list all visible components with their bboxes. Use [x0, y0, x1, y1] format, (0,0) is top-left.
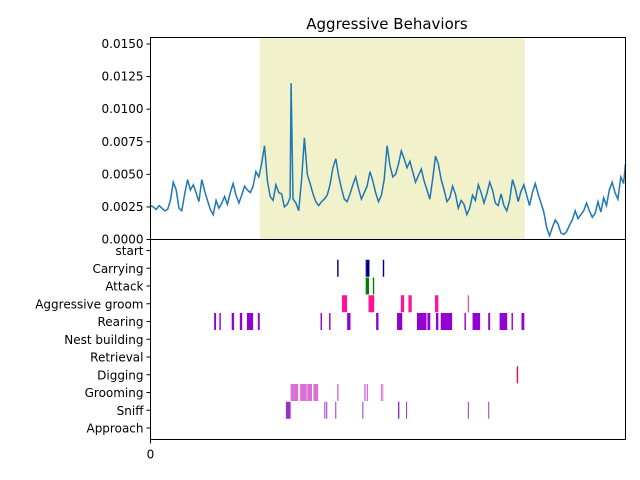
event-bar: [488, 401, 490, 419]
event-bar: [324, 401, 326, 419]
event-marks: [214, 259, 525, 419]
row-label: start: [116, 244, 144, 258]
event-bar: [365, 259, 367, 277]
y-tick-label: 0.0025: [102, 200, 144, 214]
event-bar: [376, 313, 379, 330]
event-bar: [416, 313, 427, 330]
event-bar: [467, 401, 469, 419]
y-tick-label: 0.0050: [102, 167, 144, 181]
y-tick-label: 0.0125: [102, 70, 144, 84]
x-tick-label: 0: [147, 448, 155, 462]
event-bar: [521, 313, 525, 330]
event-bar: [347, 313, 351, 330]
event-bar: [382, 384, 384, 401]
event-bar: [435, 295, 439, 313]
y-axis-ticks: 0.0000 0.0025 0.0050 0.0075 0.0100 0.0125 0.01…: [102, 37, 151, 247]
event-bar: [290, 384, 299, 401]
event-bar: [285, 401, 291, 419]
event-bar: [362, 401, 364, 419]
event-bar: [397, 313, 403, 330]
event-bar: [364, 384, 366, 401]
event-bar: [397, 401, 400, 419]
x-axis-ticks: 0: [147, 439, 155, 462]
event-bar: [368, 295, 375, 313]
event-bar: [400, 295, 405, 313]
y-tick-label: 0.0150: [102, 37, 144, 51]
row-label: Grooming: [85, 386, 144, 400]
row-label: Digging: [97, 368, 143, 382]
row-label: Attack: [105, 280, 143, 294]
event-bar: [326, 401, 328, 419]
event-bar: [307, 384, 312, 401]
event-bar: [499, 313, 508, 330]
event-bar: [372, 277, 375, 295]
event-bar: [408, 295, 412, 313]
bottom-axes-frame: [150, 239, 626, 440]
event-bar: [341, 295, 348, 313]
event-bar: [239, 313, 243, 330]
event-bar: [214, 313, 217, 330]
event-bar: [511, 313, 513, 330]
event-bar: [366, 259, 370, 277]
row-label: Retrieval: [90, 351, 143, 365]
row-labels: start Carrying Attack Aggressive groom Reari…: [35, 244, 151, 436]
y-tick-label: 0.0100: [102, 102, 144, 116]
event-bar: [366, 384, 369, 401]
event-bar: [472, 313, 481, 330]
event-bar: [380, 384, 382, 401]
event-bar: [365, 277, 369, 295]
event-bar: [246, 313, 254, 330]
event-bar: [382, 259, 385, 277]
event-bar: [516, 366, 519, 384]
series-line: [150, 83, 627, 238]
y-tick-label: 0.0075: [102, 135, 144, 149]
event-bar: [231, 313, 235, 330]
row-label: Sniff: [117, 404, 145, 418]
row-label: Rearing: [97, 315, 143, 329]
event-bar: [313, 384, 319, 401]
event-bar: [464, 313, 466, 330]
event-bar: [219, 313, 221, 330]
row-label: Aggressive groom: [35, 297, 143, 311]
event-bar: [329, 313, 331, 330]
event-bar: [300, 384, 307, 401]
event-bar: [427, 313, 431, 330]
event-bar: [257, 313, 260, 330]
y-tick-label: 0.0000: [102, 233, 144, 247]
event-bar: [337, 384, 339, 401]
event-bar: [440, 313, 453, 330]
line-plot-axes: 0.0000 0.0025 0.0050 0.0075 0.0100 0.0125 0.01…: [102, 37, 627, 247]
row-label: Nest building: [64, 333, 143, 347]
event-bar: [435, 313, 439, 330]
event-raster-axes: start Carrying Attack Aggressive groom Reari…: [35, 239, 626, 462]
row-label: Carrying: [92, 262, 143, 276]
event-bar: [488, 313, 491, 330]
event-bar: [335, 401, 337, 419]
event-bar: [337, 259, 339, 277]
row-label: Approach: [86, 422, 143, 436]
event-bar: [406, 401, 408, 419]
event-bar: [320, 313, 322, 330]
chart-title: Aggressive Behaviors: [306, 15, 468, 33]
event-bar: [467, 295, 469, 313]
